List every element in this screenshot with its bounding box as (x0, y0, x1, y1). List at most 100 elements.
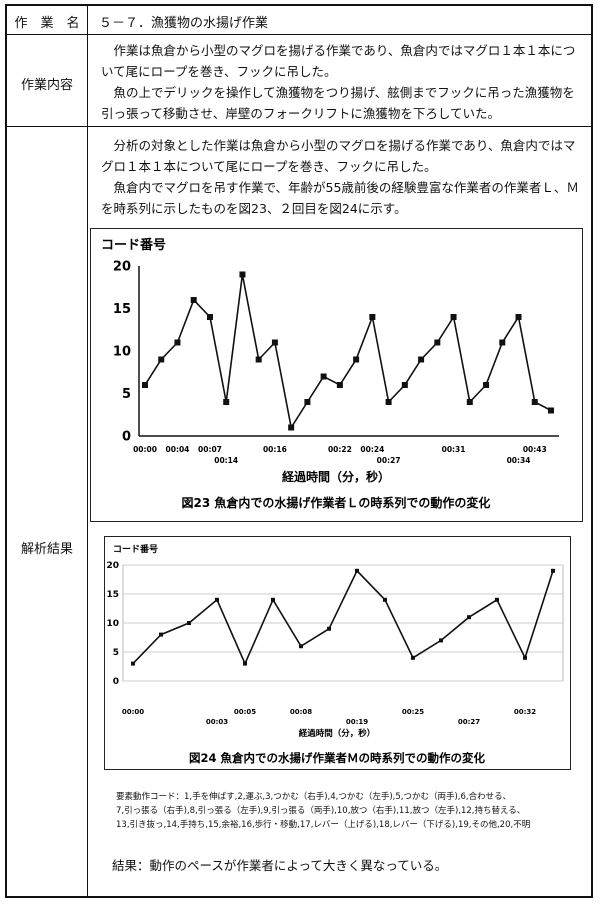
fig24-point-15 (551, 568, 555, 573)
fig23-series-line (144, 274, 552, 430)
fig23-xtick-6: 00:24 (360, 445, 384, 454)
figure-24: コード番号 0 5 10 15 20 00:00 00:03 00:05 00:08 00:19 00… (104, 536, 571, 770)
fig23-xtick-8: 00:31 (442, 445, 466, 454)
fig24-point-0 (131, 661, 135, 666)
fig24-ytick-4: 20 (106, 561, 119, 571)
fig23-point-6 (239, 271, 246, 278)
fig23-ytick-1: 5 (122, 387, 131, 402)
figure-24-chart: コード番号 0 5 10 15 20 00:00 00:03 00:05 00:08 00:19 00… (106, 543, 564, 765)
fig23-xtick-3: 00:14 (214, 456, 238, 465)
fig24-ytick-0: 0 (113, 677, 119, 687)
fig23-point-7 (255, 356, 262, 363)
fig24-point-6 (299, 644, 303, 649)
work-description-p1: 作業は魚倉から小型のマグロを揚げる作業であり、魚倉内ではマグロ１本１本について尾… (101, 43, 576, 79)
legend-line-3: 13,引き抜っ,14,手持ち,15,余裕,16,歩行・移動,17,レバー（上げる… (116, 820, 531, 830)
row3-label: 解析結果 (20, 542, 73, 557)
fig23-point-2 (174, 339, 181, 346)
fig24-xtick-5: 00:25 (402, 708, 424, 716)
fig24-xtick-2: 00:05 (234, 708, 256, 716)
figure-23: コード番号 0 5 10 15 20 00:00 00:04 00:07 00:14 00:16 00… (90, 228, 583, 522)
fig24-xtick-1: 00:03 (206, 718, 228, 726)
legend-line-1: 要素動作コード：1,手を伸ばす,2,運ぶ,3,つかむ（右手),4,つかむ（左手)… (116, 792, 512, 802)
fig23-point-24 (531, 399, 538, 405)
fig24-xtick-4: 00:19 (346, 718, 368, 726)
fig23-xtick-0: 00:00 (133, 445, 157, 454)
row2-label: 作業内容 (20, 78, 73, 93)
fig23-point-25 (548, 407, 554, 414)
fig23-point-5 (223, 399, 230, 405)
fig24-point-13 (495, 597, 499, 602)
fig24-point-4 (243, 661, 247, 666)
fig23-ytick-2: 10 (113, 345, 131, 360)
fig24-xtick-6: 00:27 (458, 718, 480, 726)
fig23-ytick-4: 20 (113, 260, 131, 275)
analysis-p2: 魚倉内でマグロを吊す作業で、年齢が55歳前後の経験豊富な作業者の作業者Ｌ、Ｍを時… (101, 180, 579, 216)
fig23-xtick-7: 00:27 (377, 456, 401, 465)
fig24-point-9 (383, 597, 387, 602)
fig24-xtick-0: 00:00 (122, 708, 144, 716)
fig24-series-line (132, 569, 554, 666)
fig23-point-15 (385, 399, 392, 405)
fig23-point-13 (353, 356, 360, 363)
fig23-caption: 図23 魚倉内での水揚げ作業者Ｌの時系列での動作の変化 (182, 495, 491, 510)
row-divider-2 (7, 126, 591, 127)
fig23-point-19 (450, 314, 457, 320)
fig24-point-12 (467, 615, 471, 620)
fig23-point-8 (271, 339, 278, 346)
fig23-point-9 (288, 424, 295, 431)
figure-23-chart: コード番号 0 5 10 15 20 00:00 00:04 00:07 00:14 00:16 00… (101, 237, 559, 510)
fig23-xtick-1: 00:04 (166, 445, 190, 454)
fig23-point-18 (434, 339, 441, 346)
fig24-point-14 (523, 655, 527, 660)
analysis-text: 分析の対象とした作業は魚倉から小型のマグロを揚げる作業であり、魚倉内ではマグロ１… (101, 135, 587, 219)
fig24-xtick-7: 00:32 (514, 708, 536, 716)
fig23-point-1 (158, 356, 165, 363)
column-divider (87, 6, 88, 896)
fig24-ytick-2: 10 (106, 619, 119, 629)
row1-label: 作 業 名 (14, 16, 80, 31)
fig24-point-11 (439, 638, 443, 643)
fig23-ytick-3: 15 (113, 302, 131, 317)
action-code-legend: 要素動作コード：1,手を伸ばす,2,運ぶ,3,つかむ（右手),4,つかむ（左手)… (116, 790, 582, 832)
fig24-point-5 (271, 597, 275, 602)
fig23-point-3 (190, 297, 197, 303)
fig23-point-0 (142, 382, 148, 388)
result-statement: 結果：動作のペースが作業者によって大きく異なっている。 (112, 858, 448, 873)
fig23-point-22 (499, 339, 506, 346)
fig23-xlabel: 経過時間（分，秒） (282, 469, 390, 484)
fig24-point-10 (411, 655, 415, 660)
fig23-point-14 (369, 314, 376, 320)
work-description-p2: 魚の上でデリックを操作して漁獲物をつり揚げ、舷側までフックに吊った漁獲物を引っ張… (101, 85, 575, 121)
analysis-p1: 分析の対象とした作業は魚倉から小型のマグロを揚げる作業であり、魚倉内ではマグロ１… (101, 138, 576, 174)
fig24-ytick-3: 15 (106, 590, 119, 600)
fig24-point-2 (187, 621, 191, 625)
row-divider-1 (7, 34, 591, 35)
fig24-caption: 図24 魚倉内での水揚げ作業者Ｍの時系列での動作の変化 (189, 751, 486, 765)
fig23-point-20 (466, 399, 473, 405)
fig24-ytick-1: 5 (113, 648, 119, 658)
fig23-point-21 (483, 382, 490, 388)
report-sheet: 作 業 名 ５－７．漁獲物の水揚げ作業 作業内容 作業は魚倉から小型のマグロを揚… (5, 4, 593, 898)
fig23-ytick-0: 0 (122, 430, 131, 445)
fig24-point-3 (215, 597, 219, 602)
fig23-point-17 (418, 356, 425, 363)
fig23-point-12 (336, 382, 343, 388)
fig23-xtick-2: 00:07 (198, 445, 222, 454)
fig23-ylabel: コード番号 (101, 237, 166, 253)
fig23-point-10 (304, 399, 311, 405)
fig23-point-11 (320, 373, 327, 380)
fig23-point-23 (515, 314, 522, 320)
fig24-point-1 (159, 632, 163, 637)
work-description: 作業は魚倉から小型のマグロを揚げる作業であり、魚倉内ではマグロ１本１本について尾… (101, 40, 587, 124)
fig23-xtick-5: 00:22 (328, 445, 352, 454)
work-title: ５－７．漁獲物の水揚げ作業 (99, 16, 269, 31)
legend-line-2: 7,引っ張る（右手),8,引っ張る（左手),9,引っ張る（両手),10,放つ（右… (116, 806, 526, 816)
fig24-point-7 (327, 626, 331, 631)
fig23-xtick-4: 00:16 (263, 445, 287, 454)
fig24-xtick-3: 00:08 (290, 708, 312, 716)
fig23-point-16 (401, 382, 408, 388)
fig24-ylabel: コード番号 (113, 543, 158, 555)
fig24-xlabel: 経過時間（分，秒） (299, 728, 376, 739)
fig24-point-8 (355, 568, 359, 573)
fig23-point-4 (206, 314, 213, 320)
